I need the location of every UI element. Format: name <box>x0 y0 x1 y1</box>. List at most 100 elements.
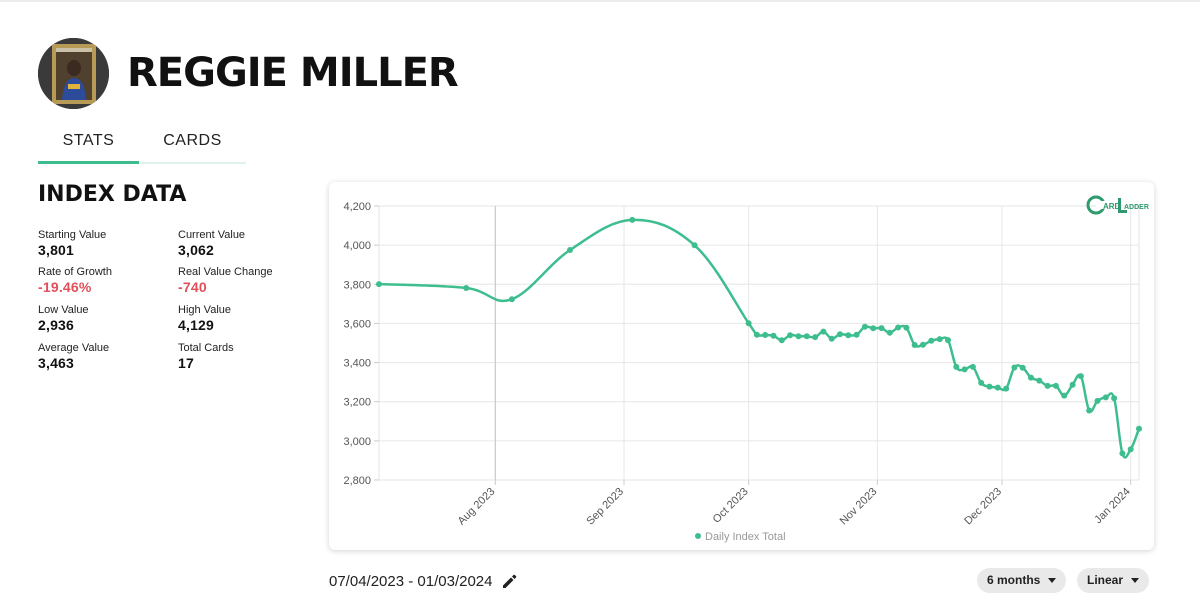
svg-text:ADDER: ADDER <box>1124 204 1149 211</box>
x-tick-label: Sep 2023 <box>584 486 626 528</box>
data-point <box>1102 394 1109 401</box>
data-point <box>1077 373 1084 380</box>
caret-down-icon <box>1131 578 1140 584</box>
data-point <box>770 332 777 339</box>
player-name: REGGIE MILLER <box>127 50 459 96</box>
caret-down-icon <box>1048 578 1057 584</box>
svg-text:ARD: ARD <box>1103 202 1121 211</box>
data-point <box>567 247 573 253</box>
data-point <box>1003 385 1010 392</box>
date-range-text: 07/04/2023 - 01/03/2024 <box>329 573 493 590</box>
y-tick-label: 3,600 <box>343 318 371 330</box>
data-point <box>969 363 976 370</box>
data-point <box>1061 392 1068 399</box>
y-tick-label: 4,000 <box>343 240 371 252</box>
data-point <box>978 379 985 386</box>
stat-value: 3,801 <box>38 242 75 258</box>
y-tick-label: 3,400 <box>343 358 371 370</box>
stat-label: Average Value <box>38 342 110 354</box>
top-divider <box>0 0 1200 2</box>
data-point <box>762 332 769 338</box>
y-tick-label: 3,000 <box>343 436 371 448</box>
x-tick-label: Nov 2023 <box>838 486 880 528</box>
legend-label: Daily Index Total <box>705 531 786 543</box>
stat-low-value: Low Value 2,936 <box>38 304 89 333</box>
data-point <box>753 331 760 338</box>
stat-real-value-change: Real Value Change -740 <box>178 266 273 295</box>
data-point <box>936 336 943 343</box>
data-point <box>828 335 835 342</box>
tab-bar: STATS CARDS <box>38 128 246 164</box>
stat-value: -740 <box>178 279 207 295</box>
chart-legend[interactable]: Daily Index Total <box>695 531 786 543</box>
y-tick-label: 3,800 <box>343 279 371 291</box>
data-point <box>994 384 1001 391</box>
chart-series <box>378 218 1141 459</box>
chart-x-axis: Aug 2023 Sep 2023 Oct 2023 Nov 2023 Dec 2023… <box>456 486 1133 528</box>
data-point <box>953 363 960 370</box>
x-tick-label: Jan 2024 <box>1092 486 1132 526</box>
stat-value: 2,936 <box>38 317 75 333</box>
stat-high-value: High Value 4,129 <box>178 304 231 333</box>
data-point <box>812 334 819 341</box>
data-point <box>1136 425 1142 432</box>
x-tick-label: Dec 2023 <box>962 486 1004 528</box>
data-point <box>920 341 926 348</box>
data-point <box>861 323 868 330</box>
y-tick-label: 3,200 <box>343 397 371 409</box>
data-point <box>1127 446 1134 453</box>
range-dropdown[interactable]: 6 months <box>977 568 1067 593</box>
range-dropdown-label: 6 months <box>987 573 1041 587</box>
stat-rate-of-growth: Rate of Growth -19.46% <box>38 266 112 295</box>
data-point <box>1094 397 1101 404</box>
stat-label: Rate of Growth <box>38 266 112 278</box>
data-point <box>886 329 893 336</box>
data-point <box>870 325 877 332</box>
data-point <box>1019 364 1026 371</box>
data-point <box>895 324 902 331</box>
pencil-icon[interactable] <box>500 572 518 590</box>
data-point <box>1036 377 1043 384</box>
stat-label: Starting Value <box>38 229 107 241</box>
data-point <box>803 333 810 340</box>
player-card-image <box>38 38 109 109</box>
data-point <box>911 342 918 348</box>
data-point <box>961 366 968 373</box>
data-point <box>691 242 698 249</box>
data-point <box>1052 382 1059 389</box>
data-point <box>853 331 860 338</box>
stat-average-value: Average Value 3,463 <box>38 342 109 371</box>
tab-cards[interactable]: CARDS <box>163 132 222 149</box>
index-chart-card: Aug 2023 Sep 2023 Oct 2023 Nov 2023 Dec 2023… <box>329 182 1154 550</box>
data-point <box>1028 374 1034 381</box>
x-tick-label: Aug 2023 <box>456 486 498 528</box>
cardladder-logo: ARD ADDER <box>1086 195 1149 215</box>
stat-value: 4,129 <box>178 317 215 333</box>
stat-current-value: Current Value 3,062 <box>178 229 245 258</box>
data-point <box>878 325 885 332</box>
stat-value: 17 <box>178 355 194 371</box>
x-tick-label: Oct 2023 <box>711 486 751 526</box>
tab-stats[interactable]: STATS <box>62 132 115 149</box>
data-point <box>629 216 636 223</box>
y-tick-label: 2,800 <box>343 475 371 487</box>
data-point <box>837 331 843 338</box>
data-point <box>820 328 827 335</box>
data-point <box>463 285 470 291</box>
data-point <box>928 337 935 344</box>
data-point <box>508 296 515 303</box>
data-point <box>795 333 802 340</box>
chart-points <box>376 216 1142 457</box>
stat-label: Low Value <box>38 304 89 316</box>
tab-bar-underline <box>38 162 246 164</box>
data-point <box>1119 450 1126 457</box>
data-point <box>376 281 382 288</box>
index-data-heading: INDEX DATA <box>38 182 187 207</box>
data-point <box>1086 407 1093 414</box>
index-line-chart[interactable]: Aug 2023 Sep 2023 Oct 2023 Nov 2023 Dec 2023… <box>329 182 1154 550</box>
stat-label: Total Cards <box>178 342 234 354</box>
stat-value: 3,062 <box>178 242 215 258</box>
data-point <box>787 332 794 339</box>
data-point <box>945 337 951 344</box>
scale-dropdown[interactable]: Linear <box>1077 568 1150 593</box>
